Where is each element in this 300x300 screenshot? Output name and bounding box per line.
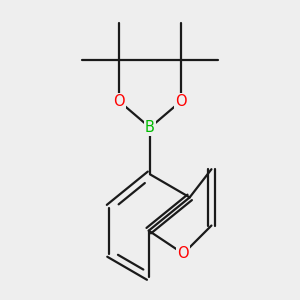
Text: O: O bbox=[178, 246, 189, 261]
Text: B: B bbox=[145, 120, 155, 135]
Text: O: O bbox=[175, 94, 187, 109]
Text: O: O bbox=[113, 94, 125, 109]
